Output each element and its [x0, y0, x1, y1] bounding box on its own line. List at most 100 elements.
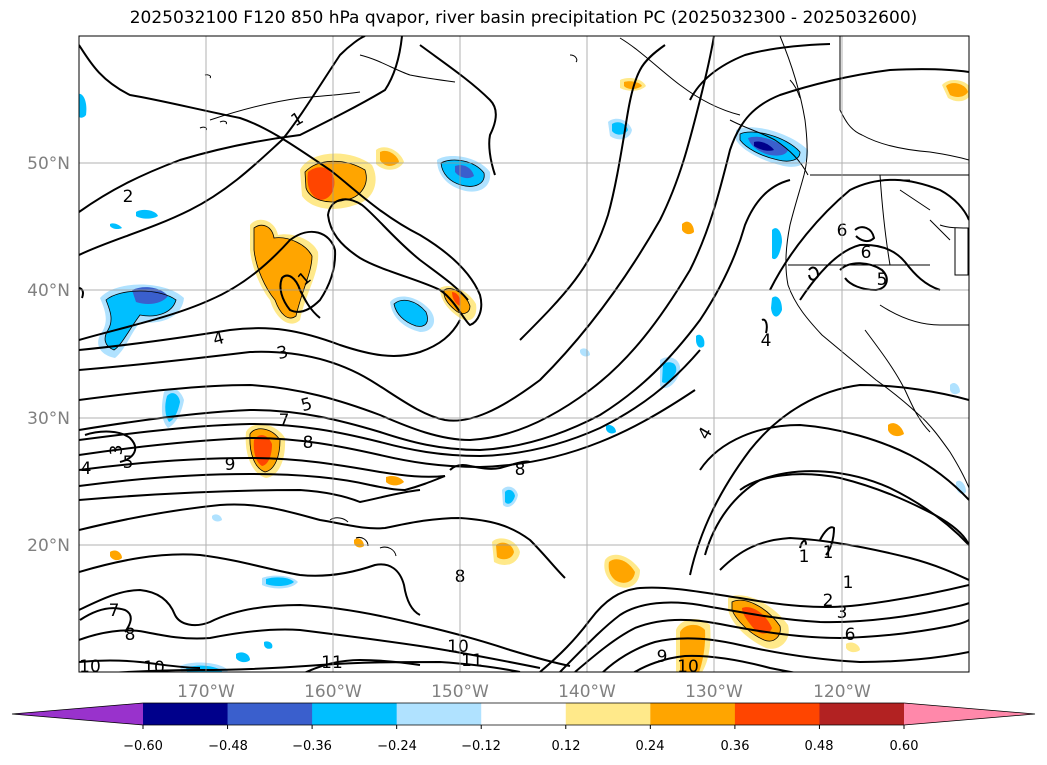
- contour-label: 3: [275, 342, 291, 364]
- contour-label: 11: [321, 653, 343, 673]
- shade-blob: [754, 141, 774, 151]
- lon-labels: 170°W 160°W 150°W 140°W 130°W 120°W: [177, 682, 871, 702]
- shade-blob: [254, 225, 312, 319]
- colorbar-segment: [565, 703, 651, 725]
- contour-label: 6: [845, 625, 856, 645]
- colorbar-tick-label: 0.60: [890, 739, 919, 754]
- contour-label: 10: [677, 657, 699, 677]
- shade-blob: [165, 393, 180, 422]
- colorbar-tick-label: 0.24: [636, 739, 665, 754]
- contour-label: 4: [761, 331, 772, 351]
- lon-label: 120°W: [813, 682, 871, 702]
- contour-label: 4: [211, 328, 227, 350]
- figure-title: 2025032100 F120 850 hPa qvapor, river ba…: [129, 8, 918, 28]
- lon-label: 170°W: [177, 682, 235, 702]
- contour-label: 2: [823, 591, 834, 611]
- shade-blob: [606, 424, 616, 434]
- shade-blob: [888, 423, 904, 437]
- colorbar-max-arrow: [904, 703, 1035, 725]
- shade-blob: [946, 83, 968, 97]
- precipitation-shading: [79, 78, 969, 672]
- contour-label: 4: [81, 459, 92, 479]
- shade-blob: [662, 362, 677, 383]
- contour-label: 1: [823, 543, 834, 563]
- lon-label: 130°W: [685, 682, 743, 702]
- colorbar-tick-label: −0.24: [377, 739, 417, 754]
- contour-label: 9: [225, 455, 236, 475]
- contour-label: 10: [447, 637, 469, 657]
- contour-label: 7: [279, 411, 290, 431]
- contour-label: 10: [143, 658, 165, 678]
- colorbar-segment: [396, 703, 482, 725]
- colorbar-ticks: −0.60 −0.48 −0.36 −0.24 −0.12 0.12 0.24 …: [123, 725, 918, 754]
- shade-blob: [236, 652, 250, 663]
- shade-blob: [380, 150, 399, 166]
- shade-blob: [110, 223, 122, 230]
- colorbar-segments: [12, 703, 1035, 725]
- shade-blob: [846, 642, 860, 653]
- colorbar-segment: [143, 703, 229, 725]
- colorbar-segment: [819, 703, 905, 725]
- lat-label: 30°N: [27, 409, 70, 429]
- colorbar-segment: [650, 703, 736, 725]
- contour-label: 3: [107, 445, 127, 456]
- contour-label: 11: [461, 651, 483, 671]
- colorbar-segment: [227, 703, 313, 725]
- colorbar-segment: [734, 703, 820, 725]
- shading-outlines: [104, 131, 801, 642]
- contour-label: 6: [861, 243, 872, 263]
- colorbar: −0.60 −0.48 −0.36 −0.24 −0.12 0.12 0.24 …: [11, 702, 1036, 754]
- lon-label: 150°W: [431, 682, 489, 702]
- colorbar-max-arrow-outline: [903, 702, 1036, 726]
- shade-blob: [680, 625, 706, 672]
- lat-labels: 50°N 40°N 30°N 20°N: [27, 154, 70, 556]
- shade-blob: [266, 577, 294, 587]
- shade-blob: [950, 382, 960, 395]
- shade-blob: [79, 93, 87, 118]
- contour-label: 9: [657, 647, 668, 667]
- colorbar-tick-label: 0.48: [805, 739, 834, 754]
- colorbar-tick-label: 0.36: [721, 739, 750, 754]
- colorbar-min-arrow-outline: [11, 702, 144, 726]
- gridlines: [79, 36, 969, 672]
- shade-blob: [394, 300, 428, 327]
- contour-label: 8: [515, 460, 526, 480]
- contour-label: 5: [299, 394, 315, 416]
- lat-label: 40°N: [27, 281, 70, 301]
- shade-blob: [771, 296, 782, 317]
- shade-blob: [496, 542, 514, 560]
- shade-blob: [136, 209, 158, 219]
- shade-blob: [682, 221, 694, 235]
- contour-label: 7: [109, 601, 120, 621]
- qvapor-contours: [79, 36, 969, 672]
- colorbar-tick-label: 0.12: [552, 739, 581, 754]
- colorbar-tick-label: −0.60: [123, 739, 163, 754]
- lon-label: 140°W: [558, 682, 616, 702]
- shade-blob: [105, 291, 176, 350]
- contour-label: 1: [799, 547, 810, 567]
- colorbar-segment: [312, 703, 398, 725]
- shade-blob: [452, 292, 461, 306]
- map-frame: [78, 35, 970, 673]
- map-area: 1 2 1 4 3 5 7 8 9 8 3 4 5 8 4 1 1 1 2 3 …: [79, 36, 969, 678]
- colorbar-tick-label: −0.12: [461, 739, 501, 754]
- colorbar-tick-label: −0.48: [208, 739, 248, 754]
- contour-label: 8: [125, 625, 136, 645]
- colorbar-segment: [481, 703, 567, 725]
- shade-blob: [608, 559, 635, 583]
- shade-blob: [212, 514, 222, 522]
- contour-label: 8: [303, 433, 314, 453]
- contour-label: 10: [79, 657, 101, 677]
- shade-blob: [307, 167, 335, 200]
- lon-label: 160°W: [304, 682, 362, 702]
- shade-blob: [264, 641, 273, 649]
- contour-label: 2: [123, 187, 134, 207]
- shade-blob: [386, 475, 404, 486]
- lat-label: 50°N: [27, 154, 70, 174]
- shade-blob: [624, 81, 642, 89]
- contour-label: 5: [877, 270, 888, 290]
- colorbar-min-arrow: [12, 703, 143, 725]
- colorbar-tick-label: −0.36: [292, 739, 332, 754]
- contour-label: 5: [123, 453, 134, 473]
